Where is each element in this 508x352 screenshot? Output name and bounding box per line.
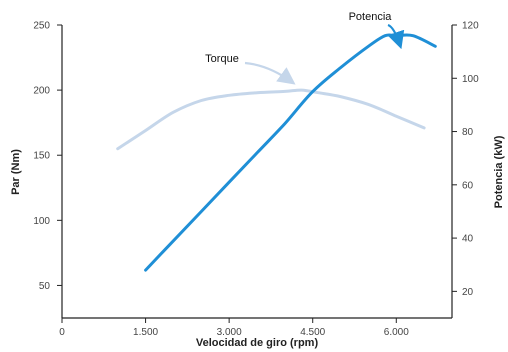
annotation-arrow-torque (244, 61, 296, 85)
left-y-tick-label: 250 (33, 21, 50, 32)
right-y-tick-label: 20 (462, 287, 474, 298)
series-line-torque (116, 88, 426, 151)
left-y-tick-label: 100 (33, 216, 50, 227)
right-y-tick-label: 60 (462, 180, 474, 191)
right-y-axis-label: Potencia (kW) (493, 135, 505, 208)
x-ticks: 0 1.500 3.000 4.500 6.000 (59, 318, 409, 338)
x-tick-label: 1.500 (133, 327, 158, 338)
right-y-tick-label: 40 (462, 234, 474, 245)
annotation-layer: Torque Potencia (205, 11, 405, 85)
left-y-axis-label: Par (Nm) (10, 149, 22, 195)
annotation-label-potencia: Potencia (349, 11, 393, 23)
right-y-tick-label: 100 (462, 74, 479, 85)
y-ticks-left: 50 100 150 200 250 (33, 21, 62, 292)
x-tick-label: 4.500 (300, 327, 325, 338)
x-tick-label: 6.000 (384, 327, 409, 338)
annotation-label-torque: Torque (205, 53, 239, 65)
axes (61, 25, 453, 319)
left-y-tick-label: 200 (33, 86, 50, 97)
x-tick-label: 0 (59, 327, 65, 338)
left-y-tick-label: 50 (39, 281, 51, 292)
y-ticks-right: 20 40 60 80 100 120 (452, 21, 479, 298)
series-line-potencia (144, 33, 437, 272)
left-y-tick-label: 150 (33, 151, 50, 162)
right-y-tick-label: 80 (462, 127, 474, 138)
series-layer (116, 33, 437, 272)
annotation-arrow-potencia (387, 23, 405, 50)
x-tick-label: 3.000 (217, 327, 242, 338)
x-axis-label: Velocidad de giro (rpm) (196, 337, 319, 349)
right-y-tick-label: 120 (462, 21, 479, 32)
